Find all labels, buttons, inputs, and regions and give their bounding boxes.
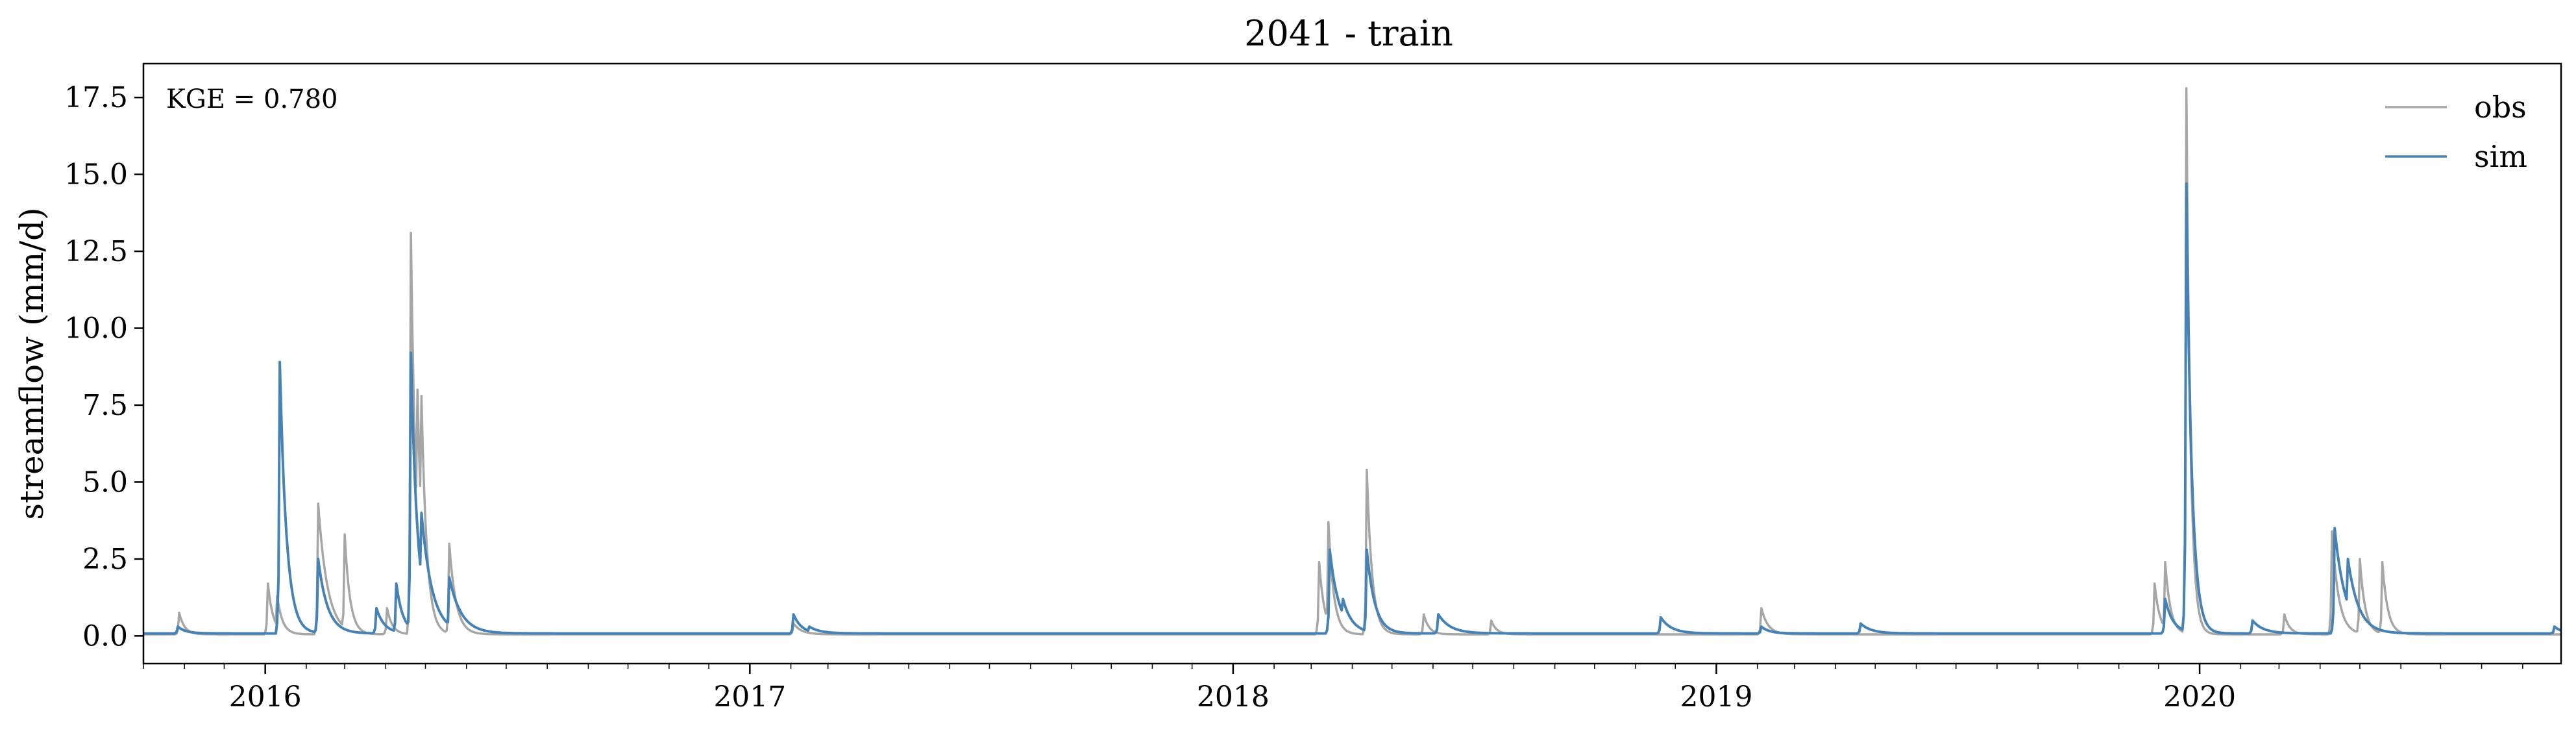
- y-tick-label: 7.5: [82, 389, 128, 422]
- y-tick-label: 17.5: [64, 81, 128, 114]
- x-tick-label: 2020: [2163, 680, 2236, 714]
- series-line-sim: [143, 182, 2562, 635]
- y-tick-label: 10.0: [64, 312, 128, 345]
- x-tick-label: 2016: [229, 680, 302, 714]
- kge-annotation: KGE = 0.780: [166, 84, 338, 114]
- y-tick-label: 5.0: [82, 466, 128, 499]
- plot-area: [142, 62, 2562, 665]
- y-tick-label: 15.0: [64, 158, 128, 192]
- legend-label-obs: obs: [2474, 90, 2527, 125]
- y-axis-label: streamflow (mm/d): [13, 207, 51, 519]
- x-tick-label: 2018: [1197, 680, 1270, 714]
- x-tick-label: 2017: [713, 680, 786, 714]
- plot-frame: [142, 62, 2562, 665]
- x-tick-label: 2019: [1680, 680, 1753, 714]
- chart-title: 2041 - train: [1244, 13, 1453, 54]
- x-axis-ticks: 2016 2017 2018 2019 2020: [143, 664, 2523, 714]
- y-tick-label: 2.5: [82, 543, 128, 576]
- series-line-obs: [143, 87, 2561, 636]
- legend-label-sim: sim: [2474, 139, 2527, 174]
- y-tick-label: 0.0: [82, 619, 128, 653]
- y-axis-ticks: 0.0 2.5 5.0 7.5 10.0 12.5 15.0 17.5: [64, 81, 143, 653]
- y-tick-label: 12.5: [64, 235, 128, 268]
- series-layer: [143, 87, 2562, 636]
- legend: obs sim: [2385, 90, 2527, 174]
